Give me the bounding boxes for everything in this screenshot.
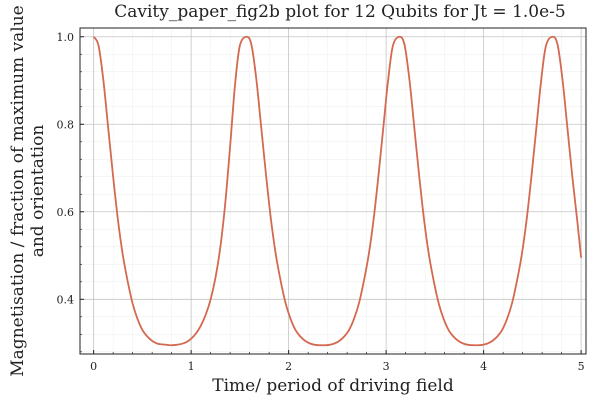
x-tick-label: 3	[383, 360, 390, 373]
y-tick-labels: 0.4 0.6 0.8 1.0	[57, 31, 75, 307]
tick-marks	[80, 36, 582, 354]
y-axis-label-line-2: and orientation	[28, 125, 48, 258]
x-tick-label: 2	[285, 360, 292, 373]
y-tick-label: 1.0	[57, 31, 75, 44]
x-axis-label: Time/ period of driving field	[212, 376, 454, 396]
x-tick-labels: 0 1 2 3 4 5	[90, 360, 584, 373]
y-tick-label: 0.4	[57, 293, 75, 306]
chart-title: Cavity_paper_fig2b plot for 12 Qubits fo…	[114, 2, 566, 22]
series-line	[92, 35, 583, 347]
y-tick-label: 0.6	[57, 206, 75, 219]
x-tick-label: 5	[578, 360, 585, 373]
plot-frame	[79, 27, 587, 355]
minor-gridlines	[80, 28, 586, 354]
major-gridlines	[80, 28, 586, 354]
x-tick-label: 1	[188, 360, 195, 373]
x-tick-label: 0	[90, 360, 97, 373]
y-tick-label: 0.8	[57, 118, 75, 131]
x-tick-label: 4	[480, 360, 487, 373]
series-layer	[92, 35, 583, 347]
y-axis-label-line-1: Magnetisation / fraction of maximum valu…	[8, 5, 28, 376]
